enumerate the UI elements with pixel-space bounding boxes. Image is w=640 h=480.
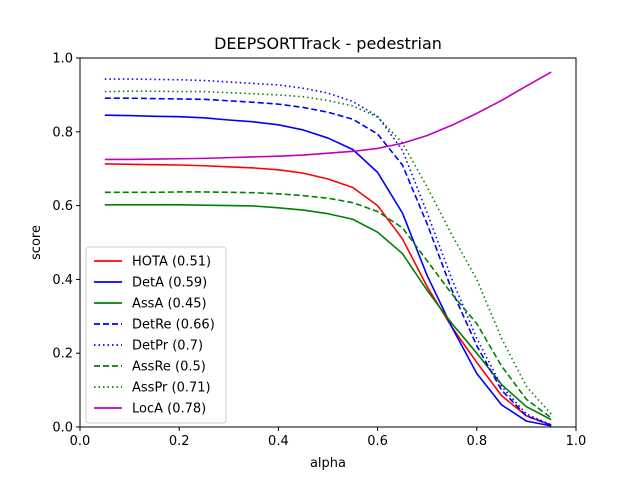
y-tick-label: 0.2 — [52, 347, 73, 362]
legend-label: DetPr (0.7) — [132, 339, 203, 354]
x-tick-label: 0.6 — [367, 434, 388, 449]
plot-frame — [79, 57, 577, 428]
legend-label: HOTA (0.51) — [132, 255, 211, 270]
series-line-0 — [104, 163, 552, 426]
x-axis: 0.0 0.2 0.4 0.6 0.8 1.0 — [70, 427, 587, 449]
legend-label: DetA (0.59) — [132, 276, 207, 291]
x-tick-label: 0.4 — [268, 434, 289, 449]
series-line-2 — [104, 204, 552, 421]
legend-label: AssRe (0.5) — [132, 360, 206, 375]
y-tick-label: 0.8 — [52, 125, 73, 140]
x-tick-label: 1.0 — [566, 434, 587, 449]
series-line-7 — [104, 71, 552, 161]
y-tick-label: 0.0 — [52, 421, 73, 436]
legend: HOTA (0.51) DetA (0.59) AssA (0.45) DetRe (… — [85, 246, 227, 424]
legend-label: AssPr (0.71) — [132, 381, 211, 396]
series-line-5 — [104, 191, 552, 419]
legend-label: LocA (0.78) — [132, 402, 206, 417]
plot-lines — [104, 71, 552, 427]
series-line-3 — [104, 97, 552, 426]
chart-title: DEEPSORTTrack - pedestrian — [214, 34, 442, 53]
legend-box — [85, 246, 227, 424]
y-tick-label: 0.4 — [52, 273, 73, 288]
legend-label: AssA (0.45) — [132, 297, 207, 312]
y-axis-title: score — [29, 225, 44, 260]
legend-label: DetRe (0.66) — [132, 318, 215, 333]
y-tick-label: 1.0 — [52, 52, 73, 67]
x-axis-title: alpha — [310, 456, 346, 471]
x-tick-label: 0.8 — [466, 434, 487, 449]
y-axis: 0.0 0.2 0.4 0.6 0.8 1.0 — [52, 52, 80, 436]
x-tick-label: 0.0 — [70, 434, 91, 449]
y-tick-label: 0.6 — [52, 199, 73, 214]
series-line-1 — [104, 114, 552, 427]
x-tick-label: 0.2 — [169, 434, 190, 449]
